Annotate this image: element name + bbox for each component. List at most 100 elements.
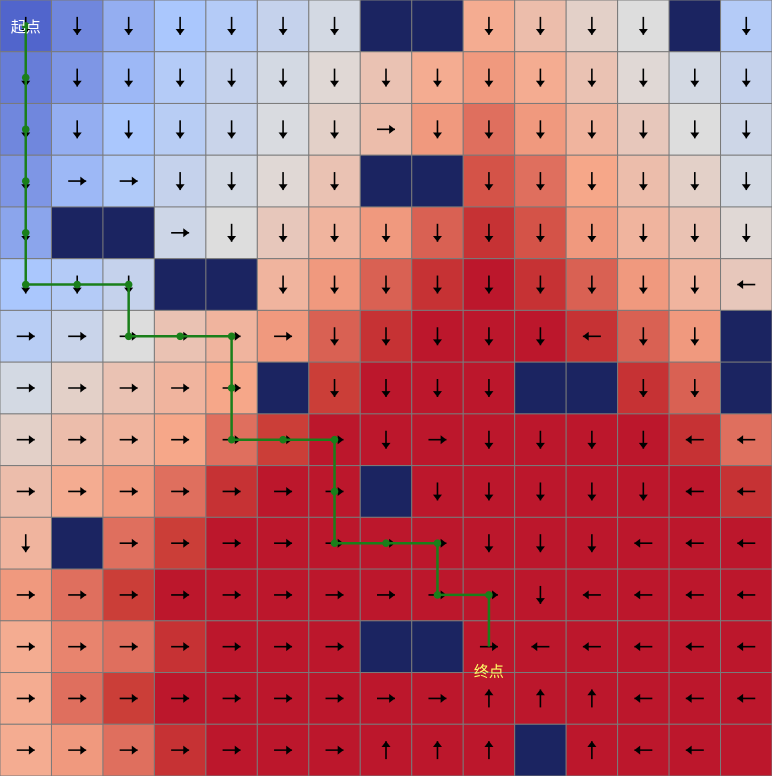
policy-arrow-icon [16, 383, 35, 393]
policy-arrow-icon [484, 534, 494, 553]
policy-arrow-icon [582, 590, 601, 600]
policy-arrow-icon [175, 120, 185, 139]
policy-arrow-icon [330, 275, 340, 294]
optimal-path-line [24, 25, 491, 647]
path-waypoint [382, 539, 390, 547]
path-waypoint [21, 229, 30, 237]
policy-arrow-icon [222, 590, 241, 600]
policy-arrow-icon [330, 16, 340, 35]
policy-arrow-icon [222, 642, 241, 652]
policy-arrow-icon [484, 120, 494, 139]
policy-arrow-icon [432, 68, 442, 87]
policy-arrow-icon [685, 538, 704, 548]
policy-arrow-icon [535, 223, 545, 242]
policy-arrow-icon [381, 379, 391, 397]
policy-arrow-icon [381, 223, 391, 242]
policy-arrow-icon [68, 383, 87, 393]
policy-arrow-icon [737, 280, 756, 290]
policy-arrow-icon [634, 538, 653, 548]
path-waypoint [227, 384, 236, 392]
policy-arrow-icon [587, 275, 597, 294]
policy-arrow-icon [634, 693, 653, 703]
policy-arrow-icon [377, 693, 395, 703]
wall-cell [50, 206, 104, 260]
policy-arrow-icon [124, 68, 134, 87]
policy-arrow-icon [119, 642, 138, 652]
policy-arrow-icon [171, 228, 190, 238]
path-waypoint [279, 435, 287, 444]
path-waypoint [124, 280, 133, 289]
policy-arrow-icon [484, 430, 494, 449]
policy-arrow-icon [119, 538, 138, 548]
policy-arrow-icon [634, 642, 653, 652]
policy-arrow-icon [690, 68, 700, 87]
policy-arrow-icon [274, 590, 293, 600]
policy-arrow-icon [737, 590, 756, 600]
path-waypoint [21, 73, 30, 82]
wall-cell [359, 154, 413, 208]
policy-arrow-icon [274, 538, 293, 548]
policy-arrow-icon [535, 120, 545, 139]
policy-arrow-icon [68, 745, 87, 755]
wall-cell [514, 361, 567, 415]
policy-arrow-icon [484, 223, 494, 242]
wall-cell [565, 361, 619, 415]
policy-arrow-icon [381, 327, 391, 346]
policy-arrow-icon [16, 693, 35, 703]
policy-arrow-icon [690, 379, 700, 397]
policy-arrow-icon [432, 327, 442, 346]
policy-arrow-icon [171, 693, 190, 703]
policy-arrow-icon [274, 693, 293, 703]
wall-cell [411, 154, 464, 208]
policy-arrow-icon [325, 745, 344, 755]
policy-arrow-icon [638, 482, 648, 501]
policy-arrow-icon [227, 68, 237, 87]
policy-arrow-icon [741, 120, 751, 139]
policy-arrow-icon [587, 16, 597, 35]
grid-cell [308, 206, 361, 260]
policy-arrow-icon [16, 435, 35, 445]
path-waypoint [21, 125, 30, 134]
policy-arrow-icon [124, 120, 134, 139]
policy-arrow-icon [432, 379, 442, 397]
policy-arrow-icon [68, 693, 87, 703]
policy-arrow-icon [587, 68, 597, 87]
wall-cell [102, 206, 155, 260]
policy-arrow-icon [325, 642, 344, 652]
policy-arrow-icon [428, 693, 447, 703]
policy-arrow-icon [377, 590, 395, 600]
policy-arrow-icon [587, 172, 597, 191]
wall-cell [205, 258, 258, 311]
policy-arrow-icon [587, 482, 597, 501]
policy-arrow-icon [274, 331, 293, 341]
policy-arrow-icon [638, 120, 648, 139]
policy-arrow-icon [741, 16, 751, 35]
policy-arrow-icon [634, 590, 653, 600]
policy-arrow-icon [737, 538, 756, 548]
end-label: 终点 [474, 663, 504, 681]
wall-cell [668, 0, 722, 53]
wall-cell [359, 465, 413, 518]
policy-arrow-icon [638, 430, 648, 449]
policy-arrow-icon [741, 223, 751, 242]
policy-arrow-icon [737, 486, 756, 496]
policy-arrow-icon [68, 590, 87, 600]
policy-arrow-icon [432, 741, 442, 760]
grid-cell [50, 102, 104, 156]
policy-arrow-icon [278, 223, 288, 242]
policy-arrow-icon [587, 430, 597, 449]
policy-arrow-icon [72, 68, 82, 87]
policy-arrow-icon [638, 327, 648, 346]
policy-arrow-icon [381, 68, 391, 87]
policy-arrow-icon [737, 693, 756, 703]
policy-arrow-icon [325, 590, 344, 600]
policy-arrow-icon [278, 68, 288, 87]
policy-arrow-icon [638, 68, 648, 87]
policy-arrow-icon [484, 741, 494, 760]
policy-arrow-icon [484, 68, 494, 87]
policy-arrow-icon [535, 534, 545, 553]
policy-arrow-icon [428, 435, 447, 445]
policy-arrow-icon [325, 693, 344, 703]
policy-arrow-icon [330, 68, 340, 87]
